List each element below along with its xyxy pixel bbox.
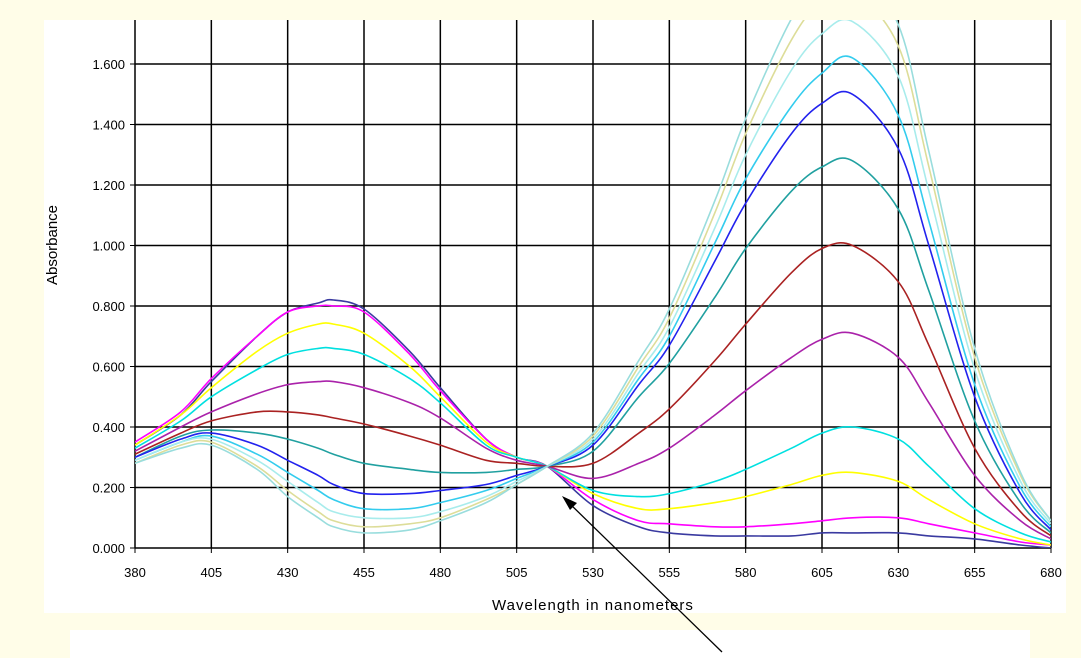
y-tick-label: 1.200	[92, 178, 125, 193]
y-tick-label: 1.400	[92, 118, 125, 133]
series-line-5	[135, 331, 1051, 540]
annotation-arrow	[562, 496, 723, 653]
x-tick-label: 680	[1040, 565, 1062, 580]
x-tick-label: 430	[277, 565, 299, 580]
series-line-12	[135, 20, 1051, 534]
series-line-4	[135, 346, 1051, 543]
series-line-7	[135, 157, 1051, 534]
x-tick-label: 405	[200, 565, 222, 580]
series-line-11	[135, 20, 1051, 528]
y-axis-title: Absorbance	[44, 205, 61, 285]
chart-panel	[44, 20, 1066, 613]
y-tick-label: 0.200	[92, 481, 125, 496]
x-axis-title: Wavelength in nanometers	[492, 597, 694, 614]
y-tick-label: 1.600	[92, 57, 125, 72]
y-tick-label: 0.800	[92, 299, 125, 314]
y-tick-label: 0.600	[92, 360, 125, 375]
x-tick-label: 580	[735, 565, 757, 580]
series-line-10	[135, 20, 1051, 525]
series-line-6	[135, 242, 1051, 537]
x-tick-label: 455	[353, 565, 375, 580]
tick-labels: 380 405 430 455 480 505 530 555 580 605 630 655 680 0…	[92, 57, 1061, 580]
series-line-8	[135, 90, 1051, 531]
x-tick-label: 530	[582, 565, 604, 580]
arrow-shaft	[567, 501, 723, 653]
x-tick-label: 655	[964, 565, 986, 580]
x-tick-label: 505	[506, 565, 528, 580]
series-line-9	[135, 55, 1051, 528]
y-tick-label: 0.400	[92, 420, 125, 435]
x-tick-label: 380	[124, 565, 146, 580]
series-lines	[135, 20, 1051, 548]
x-tick-label: 555	[658, 565, 680, 580]
grid	[130, 20, 1052, 553]
y-tick-label: 0.000	[92, 541, 125, 556]
bottom-strip	[70, 630, 1030, 658]
y-tick-label: 1.000	[92, 239, 125, 254]
x-tick-label: 480	[429, 565, 451, 580]
x-tick-label: 630	[887, 565, 909, 580]
arrow-head	[562, 496, 577, 510]
series-line-2	[135, 304, 1051, 546]
x-tick-label: 605	[811, 565, 833, 580]
